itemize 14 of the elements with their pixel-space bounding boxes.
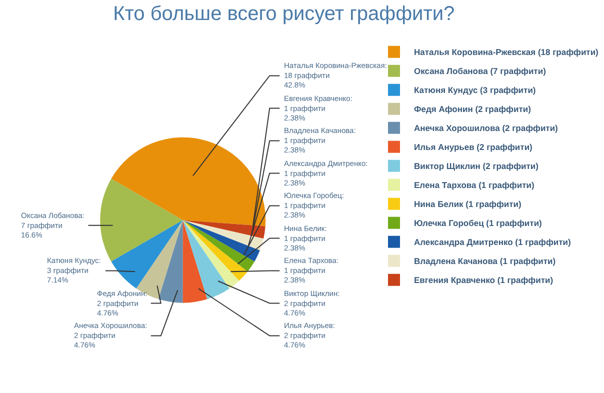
legend-label: Владлена Качанова (1 граффити) xyxy=(414,256,556,266)
legend-label: Катюня Кундус (3 граффити) xyxy=(414,85,536,96)
chart-title: Кто больше всего рисует граффити? xyxy=(113,2,455,25)
legend-label: Нина Белик (1 граффити) xyxy=(414,199,522,210)
legend-label: Федя Афонин (2 граффити) xyxy=(414,104,532,114)
legend-label: Наталья Коровина-Ржевская (18 граффити) xyxy=(414,47,599,58)
legend-label: Оксана Лобанова (7 граффити) xyxy=(414,66,546,76)
legend-label: Юлечка Горобец (1 граффити) xyxy=(414,218,542,228)
legend-label: Елена Тархова (1 граффити) xyxy=(414,180,534,190)
legend-label: Анечка Хорошилова (2 граффити) xyxy=(414,123,558,134)
legend-label: Илья Анурьев (2 граффити) xyxy=(414,142,533,152)
legend-label: Евгения Кравченко (1 граффити) xyxy=(414,275,554,286)
legend-label: Александра Дмитренко (1 граффити) xyxy=(414,237,572,248)
legend-label: Виктор Щиклин (2 граффити) xyxy=(414,161,539,172)
